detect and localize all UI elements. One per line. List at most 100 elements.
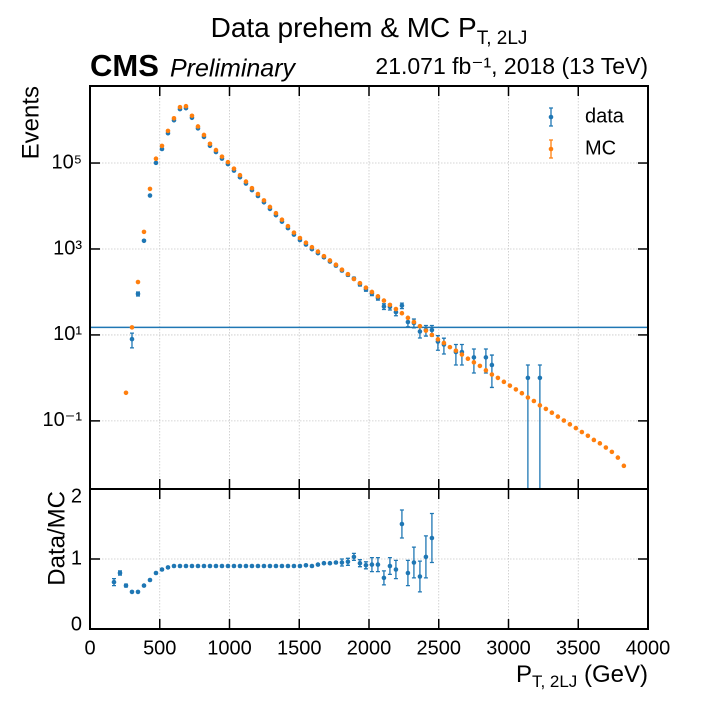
- data-point: [285, 223, 291, 229]
- data-point: [315, 249, 321, 254]
- data-point: [429, 332, 435, 338]
- data-point: [381, 575, 387, 581]
- data-point: [597, 441, 603, 446]
- data-point: [183, 563, 189, 569]
- data-point: [393, 306, 399, 312]
- data-point: [189, 113, 195, 119]
- data-point: [405, 319, 411, 325]
- x-tick-label: 2000: [347, 637, 392, 659]
- data-point: [441, 340, 447, 346]
- data-point: [231, 166, 237, 171]
- data-point: [135, 291, 141, 297]
- data-point: [117, 570, 123, 576]
- data-point: [237, 563, 243, 569]
- data-point: [609, 449, 615, 455]
- data-point: [321, 253, 327, 259]
- data-point: [141, 238, 147, 244]
- data-point: [327, 258, 333, 263]
- legend-marker: [548, 146, 554, 152]
- data-point: [297, 563, 303, 569]
- data-point: [351, 554, 357, 560]
- data-point: [201, 132, 207, 138]
- data-point: [357, 280, 363, 286]
- data-point: [471, 355, 477, 360]
- data-point: [537, 403, 543, 408]
- panel-frame: [89, 488, 649, 630]
- data-point: [387, 302, 393, 308]
- data-point: [309, 563, 315, 569]
- data-point: [141, 583, 147, 588]
- error-bar: [453, 343, 458, 366]
- data-point: [201, 563, 207, 569]
- plot-content: [111, 509, 435, 595]
- cms-status: Preliminary: [170, 55, 297, 83]
- data-point: [549, 410, 555, 416]
- data-point: [129, 325, 135, 330]
- data-point: [573, 425, 579, 431]
- data-point: [249, 563, 255, 569]
- data-point: [381, 298, 387, 303]
- data-point: [213, 147, 219, 153]
- legend-label: MC: [585, 137, 616, 159]
- data-point: [165, 128, 171, 134]
- data-point: [555, 414, 561, 419]
- data-point: [153, 160, 159, 166]
- data-point: [195, 124, 201, 129]
- y-tick-label: 10¹: [53, 323, 82, 345]
- panel: 0 500 1000 1500 2000 2500 3000 3500 4000 0 1 2: [71, 485, 670, 659]
- data-point: [297, 235, 303, 241]
- lumi-text: 21.071 fb⁻¹, 2018 (13 TeV): [375, 53, 648, 79]
- error-bar: [489, 354, 494, 389]
- data-point: [375, 562, 381, 567]
- x-tick-label: 3500: [556, 637, 601, 659]
- data-point: [237, 172, 243, 178]
- legend-label: data: [585, 105, 625, 127]
- data-point: [393, 567, 399, 572]
- data-point: [183, 103, 189, 109]
- data-point: [123, 583, 129, 588]
- data-point: [489, 362, 495, 368]
- data-point: [561, 418, 567, 423]
- x-tick-label: 4000: [626, 637, 671, 659]
- chart-title: Data prehem & MC PT, 2LJ: [211, 12, 528, 49]
- data-point: [429, 327, 435, 333]
- data-point: [129, 336, 135, 342]
- data-point: [195, 563, 201, 569]
- x-tick-label: 0: [84, 637, 95, 659]
- data-point: [579, 429, 585, 435]
- data-point: [315, 562, 321, 567]
- data-point: [411, 319, 417, 325]
- data-point: [141, 229, 147, 235]
- data-point: [171, 115, 177, 121]
- data-point: [519, 390, 525, 396]
- data-point: [267, 204, 273, 210]
- y-tick-label: 10⁵: [51, 151, 82, 173]
- data-point: [429, 535, 435, 541]
- data-point: [525, 395, 531, 400]
- data-point: [345, 559, 351, 565]
- data-point: [621, 463, 627, 469]
- legend-marker: [548, 114, 554, 120]
- data-point: [543, 406, 549, 412]
- data-point: [375, 294, 381, 299]
- data-point: [483, 355, 489, 360]
- y-tick-label: 10³: [53, 237, 82, 259]
- data-point: [159, 143, 165, 149]
- data-point: [147, 577, 153, 583]
- data-point: [189, 563, 195, 569]
- data-point: [525, 375, 531, 381]
- x-tick-label: 3000: [486, 637, 531, 659]
- data-point: [423, 554, 429, 560]
- data-point: [123, 390, 129, 396]
- data-point: [345, 271, 351, 277]
- data-point: [135, 279, 141, 285]
- ratio-y-axis-label: Data/MC: [43, 491, 70, 586]
- data-point: [513, 387, 519, 392]
- data-point: [225, 159, 231, 165]
- data-point: [483, 368, 489, 373]
- data-point: [225, 563, 231, 569]
- data-point: [357, 560, 363, 566]
- data-point: [333, 560, 339, 565]
- x-axis-label: PT, 2LJ (GeV): [516, 661, 648, 691]
